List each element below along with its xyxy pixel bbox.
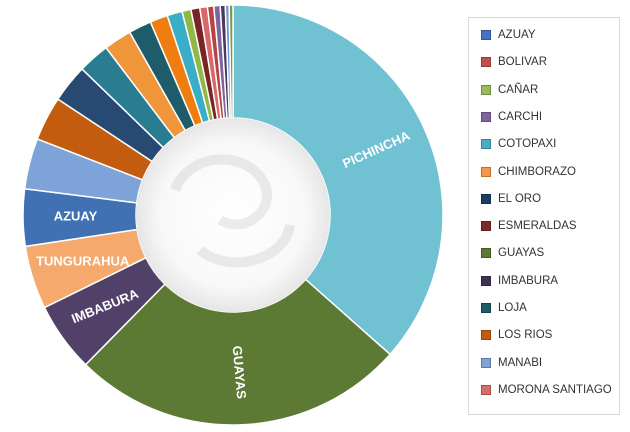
legend-swatch — [481, 330, 491, 341]
donut-hole — [136, 118, 330, 312]
legend-swatch — [481, 248, 491, 259]
donut-chart: PICHINCHA GUAYAS IMBABURA TUNGURAHUA AZUAY — [22, 4, 444, 426]
legend-label: IMBABURA — [498, 274, 559, 287]
legend-swatch — [481, 111, 491, 122]
legend-swatch — [481, 384, 491, 395]
legend-item: BOLIVAR — [481, 56, 547, 68]
legend-swatch — [481, 84, 491, 95]
legend-swatch — [481, 57, 491, 68]
legend-item: COTOPAXI — [481, 138, 556, 150]
legend-item: CHIMBORAZO — [481, 166, 576, 178]
slice-label-tungurahua: TUNGURAHUA — [36, 253, 130, 268]
legend-label: LOJA — [498, 302, 527, 314]
legend-label: CHIMBORAZO — [498, 165, 576, 178]
legend-swatch — [481, 221, 491, 232]
legend-item: AZUAY — [481, 29, 536, 41]
legend-label: ESMERALDAS — [498, 220, 577, 233]
legend: AZUAY BOLIVAR CAÑAR CARCHI COTOPAXI CHIMBORAZ… — [468, 17, 620, 415]
legend-swatch — [481, 166, 491, 177]
slices-layer — [22, 4, 444, 426]
legend-item: ESMERALDAS — [481, 220, 577, 232]
legend-item: GUAYAS — [481, 247, 544, 259]
legend-item: EL ORO — [481, 193, 541, 205]
legend-swatch — [481, 275, 491, 286]
legend-swatch — [481, 139, 491, 150]
legend-label: BOLIVAR — [498, 56, 547, 69]
slice-label-azuay: AZUAY — [54, 208, 98, 223]
watermark-logo — [170, 154, 295, 268]
legend-swatch — [481, 193, 491, 204]
legend-label: CAÑAR — [498, 83, 539, 96]
legend-label: CARCHI — [498, 110, 543, 123]
legend-item: LOS RIOS — [481, 329, 552, 341]
slice-label-guayas: GUAYAS — [230, 345, 250, 400]
legend-swatch — [481, 357, 491, 368]
legend-item: MORONA SANTIAGO — [481, 384, 612, 396]
legend-item: IMBABURA — [481, 275, 558, 287]
legend-label: LOS RIOS — [498, 329, 553, 342]
legend-swatch — [481, 303, 491, 313]
legend-item: LOJA — [481, 302, 527, 314]
legend-label: MANABI — [498, 356, 543, 369]
legend-label: AZUAY — [498, 29, 536, 41]
legend-item: CAÑAR — [481, 84, 538, 96]
legend-item: MANABI — [481, 357, 542, 369]
legend-label: MORONA SANTIAGO — [498, 383, 612, 396]
legend-item: CARCHI — [481, 111, 542, 123]
legend-label: GUAYAS — [498, 247, 545, 260]
legend-label: COTOPAXI — [498, 138, 557, 151]
legend-swatch — [481, 30, 491, 40]
legend-label: EL ORO — [498, 192, 542, 205]
